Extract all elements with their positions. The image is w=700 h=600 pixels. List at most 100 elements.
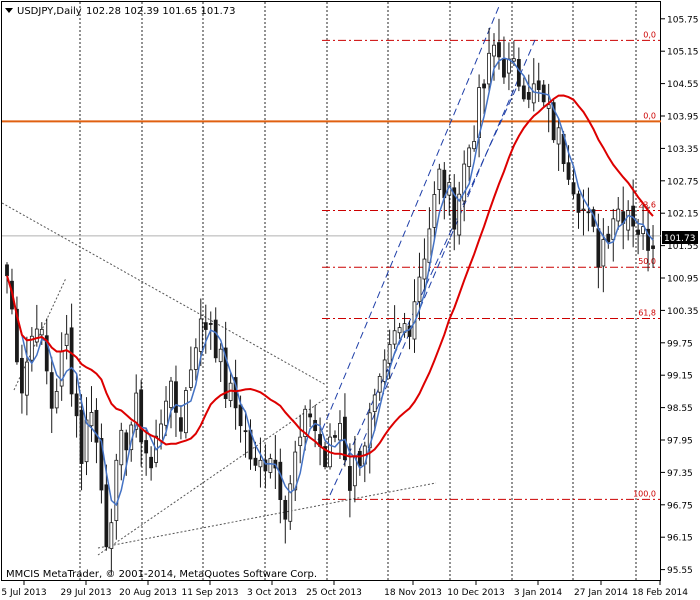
ohlc-readout: 102.28 102.39 101.65 101.73 [86,6,236,17]
candle-down [646,228,650,251]
candle-up [89,412,94,427]
candle-up [29,335,34,361]
candle-up [34,328,39,343]
candle-up [492,44,496,57]
candle-down [139,389,144,443]
candle-down [482,83,486,89]
x-tick-label: 29 Jul 2013 [61,588,112,598]
candle-down [502,58,506,78]
candle-up [427,228,432,263]
x-tick-label: 10 Dec 2013 [447,588,505,598]
y-tick-label: 96.75 [667,501,693,511]
candle-up [288,483,293,522]
candle-down [323,446,327,468]
candle-up [372,394,377,412]
candle-up [169,380,173,408]
copyright-watermark: MMCIS MetaTrader, © 2001-2014, MetaQuote… [6,569,317,580]
candle-down [278,461,283,500]
candle-up [437,168,442,190]
moving-averages [6,57,654,507]
candle-down [407,325,412,337]
y-tick-label: 101.55 [667,242,699,252]
candle-up [472,141,477,150]
y-tick-label: 99.75 [667,339,693,349]
candle-up [258,459,263,468]
plot-frame [1,1,661,581]
candle-up [198,318,203,352]
candle-down [636,229,641,235]
candle-up [487,52,491,85]
candle-down [586,211,591,214]
y-tick-label: 99.15 [667,372,693,382]
candle-up [641,226,645,235]
candle-down [253,457,258,466]
candle-down [69,327,74,395]
fibonacci-levels[interactable]: 0,0 0,0 23,6 50,0 61,8 100,0 [322,30,660,500]
fib-level-label: 0,0 [643,111,656,120]
x-tick-label: 18 Nov 2013 [384,588,442,598]
candle-up [626,210,631,231]
candle-up [84,419,89,463]
candle-down [308,413,313,418]
fib-level-label: 0,0 [643,30,656,39]
candle-down [44,335,49,372]
candle-down [144,440,149,454]
candle-down [238,404,243,427]
candle-down [104,484,109,548]
channel-base-line[interactable] [329,79,521,496]
candles [5,18,655,576]
candle-up [422,258,427,280]
x-tick-label: 25 Oct 2013 [306,588,362,598]
x-tick-label: 18 Feb 2014 [632,588,688,598]
x-tick-label: 3 Jan 2014 [514,588,562,598]
candle-down [20,357,24,394]
collapse-triangle-icon[interactable] [5,8,13,13]
lower-trendline[interactable] [97,482,437,549]
candle-up [377,375,382,393]
candle-up [432,194,437,228]
y-tick-label: 105.15 [667,48,699,58]
candle-up [114,459,119,521]
y-tick-label: 103.95 [667,113,699,123]
candle-up [298,436,303,447]
candle-down [631,205,636,227]
candle-up [159,423,163,442]
y-tick-label: 97.35 [667,469,693,479]
candle-down [606,233,611,243]
candle-up [54,391,59,409]
candle-up [462,163,467,202]
candle-down [223,347,228,399]
candle-up [24,361,29,396]
candle-up [188,369,193,388]
candle-down [566,162,571,180]
candle-down [357,450,362,467]
candle-down [15,308,19,363]
x-tick-label: 11 Sep 2013 [181,588,238,598]
candle-down [521,85,526,100]
candle-down [333,435,337,438]
candle-up [293,451,298,491]
candle-up [164,400,168,426]
channel-lower-line[interactable] [354,39,536,461]
candle-up [134,392,139,430]
candle-up [601,239,606,267]
current-price-tag [662,231,698,244]
y-tick-label: 105.75 [667,15,699,25]
channel-upper-line[interactable] [317,3,501,441]
candle-down [516,59,521,87]
candle-down [124,432,129,451]
drawn-lines[interactable] [1,3,661,556]
x-tick-label: 3 Oct 2013 [247,588,297,598]
candle-down [343,416,347,461]
resistance-trendline[interactable] [1,202,327,386]
x-tick-label: 5 Jul 2013 [1,588,46,598]
candle-down [74,393,79,417]
candle-down [203,322,208,330]
y-tick-label: 96.15 [667,534,693,544]
candle-up [546,104,551,109]
candle-down [99,438,104,491]
candle-up [109,522,114,549]
candle-up [611,218,616,240]
y-tick-label: 103.35 [667,145,699,155]
